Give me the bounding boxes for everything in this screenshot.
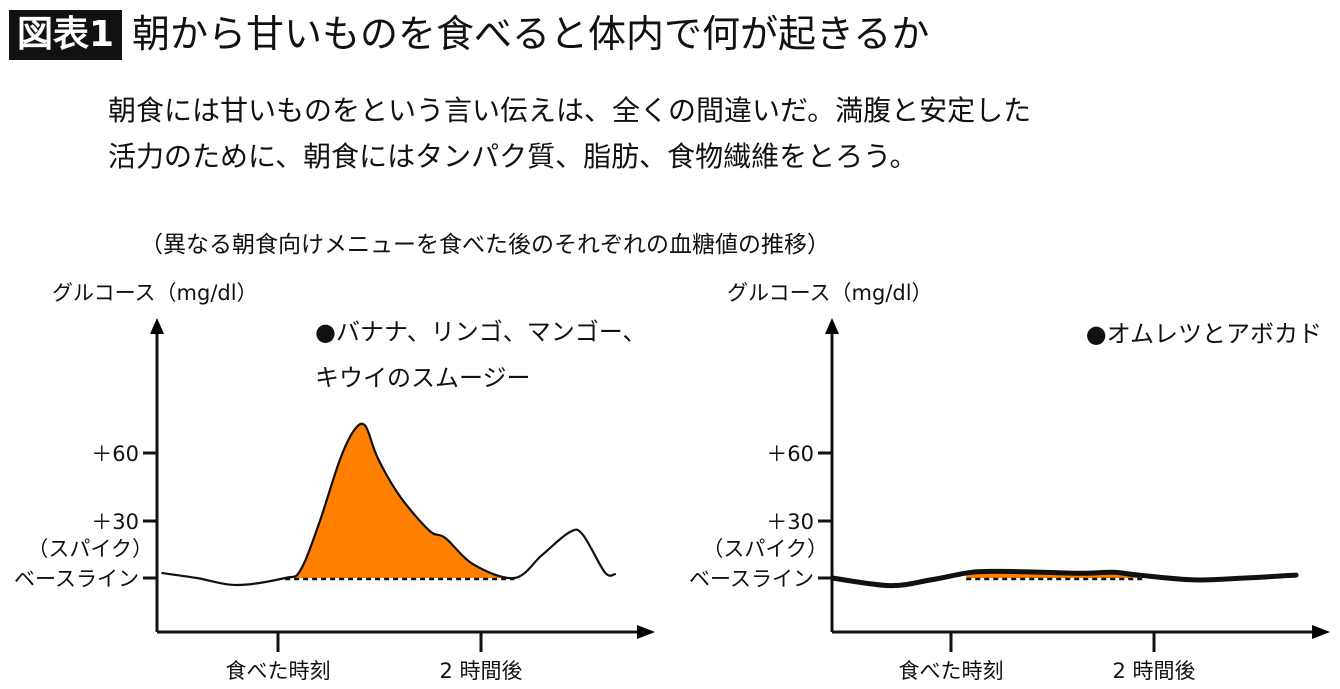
y-tick-sublabel: （スパイク） — [27, 537, 153, 561]
glucose-curve — [829, 568, 1299, 589]
y-axis-label: グルコース（mg/dl） — [727, 281, 933, 305]
x-axis-arrow-icon — [1312, 625, 1330, 639]
legend-entry: ●オムレツとアボカド — [1086, 320, 1322, 348]
chart-2: グルコース（mg/dl） ●オムレツとアボカド ＋60 ＋30 （スパイク） ベースライン… — [689, 281, 1330, 683]
y-axis-arrow-icon — [825, 318, 839, 334]
lead-line-2: 活力のために、朝食にはタンパク質、脂肪、食物繊維をとろう。 — [108, 140, 918, 173]
spike-area — [285, 423, 515, 578]
y-tick-label: ベースライン — [14, 567, 139, 591]
y-tick-label: ＋30 — [91, 510, 139, 534]
x-tick-label: 2 時間後 — [1112, 659, 1195, 683]
y-axis-arrow-icon — [150, 318, 164, 334]
y-tick-label: ＋30 — [766, 510, 814, 534]
lead-line-1: 朝食には甘いものをという言い伝えは、全くの間違いだ。満腹と安定した — [108, 94, 1032, 127]
figure-badge: 図表1 — [9, 10, 123, 60]
y-tick-sublabel: （スパイク） — [702, 537, 828, 561]
y-tick-label: ベースライン — [689, 567, 814, 591]
y-tick-label: ＋60 — [766, 442, 814, 466]
x-tick-label: 食べた時刻 — [226, 659, 331, 683]
legend-entry: ●バナナ、リンゴ、マンゴー、 — [315, 318, 647, 346]
x-axis-arrow-icon — [637, 625, 655, 639]
y-axis-label: グルコース（mg/dl） — [52, 281, 258, 305]
legend-entry: キウイのスムージー — [315, 364, 531, 392]
chart-subtitle: （異なる朝食向けメニューを食べた後のそれぞれの血糖値の推移） — [140, 232, 830, 258]
x-tick-label: 食べた時刻 — [899, 659, 1004, 683]
chart-1: グルコース（mg/dl） ●バナナ、リンゴ、マンゴー、キウイのスムージー ＋60 ＋3… — [14, 281, 655, 683]
x-tick-label: 2 時間後 — [439, 659, 522, 683]
page-title: 朝から甘いものを食べると体内で何が起きるか — [132, 12, 930, 56]
lead-text: 朝食には甘いものをという言い伝えは、全くの間違いだ。満腹と安定した 活力のために… — [108, 88, 1031, 180]
y-tick-label: ＋60 — [91, 442, 139, 466]
glucose-curve — [161, 422, 617, 587]
